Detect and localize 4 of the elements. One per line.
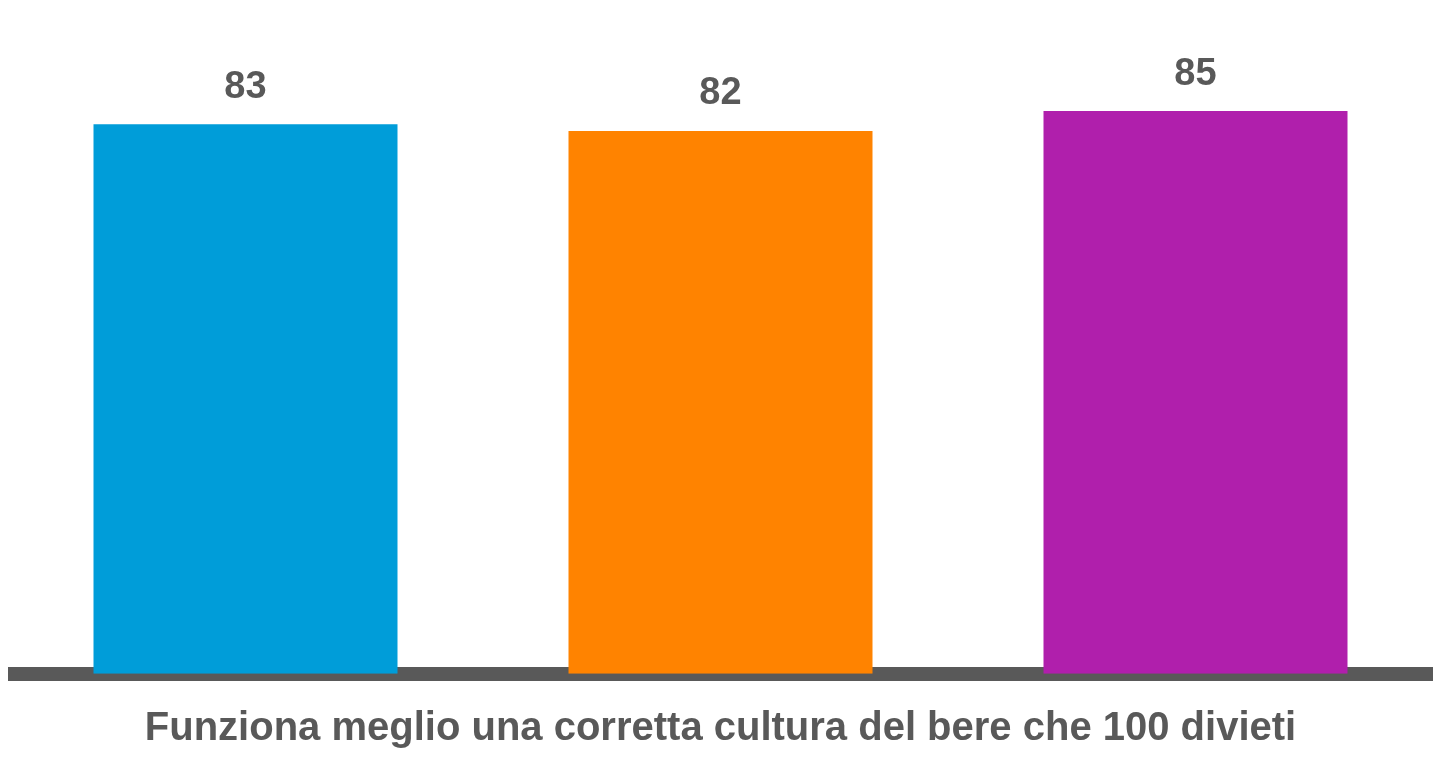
data-label: 85 (1174, 50, 1217, 93)
data-label: 83 (224, 63, 267, 106)
data-label: 82 (699, 70, 742, 113)
x-axis-title: Funziona meglio una corretta cultura del bere che 100 divieti (144, 704, 1297, 749)
